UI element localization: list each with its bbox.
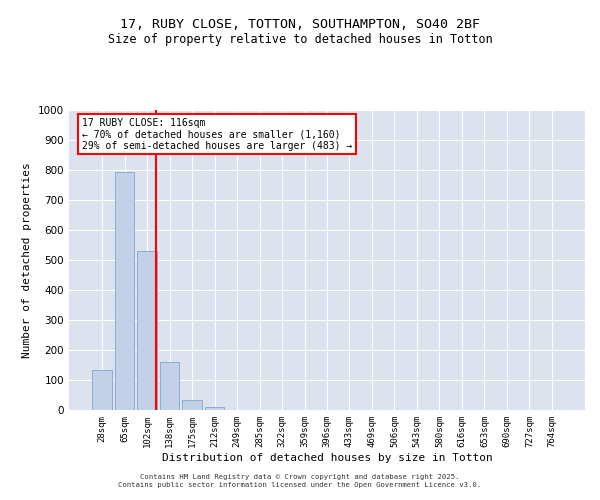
Bar bbox=[137, 251, 157, 410]
Bar bbox=[160, 362, 179, 410]
Bar bbox=[92, 370, 112, 410]
Bar bbox=[182, 400, 202, 410]
Y-axis label: Number of detached properties: Number of detached properties bbox=[22, 162, 32, 358]
Bar bbox=[115, 172, 134, 410]
Text: Size of property relative to detached houses in Totton: Size of property relative to detached ho… bbox=[107, 32, 493, 46]
Text: 17 RUBY CLOSE: 116sqm
← 70% of detached houses are smaller (1,160)
29% of semi-d: 17 RUBY CLOSE: 116sqm ← 70% of detached … bbox=[82, 118, 352, 150]
X-axis label: Distribution of detached houses by size in Totton: Distribution of detached houses by size … bbox=[161, 452, 493, 462]
Text: Contains HM Land Registry data © Crown copyright and database right 2025.
Contai: Contains HM Land Registry data © Crown c… bbox=[118, 474, 482, 488]
Text: 17, RUBY CLOSE, TOTTON, SOUTHAMPTON, SO40 2BF: 17, RUBY CLOSE, TOTTON, SOUTHAMPTON, SO4… bbox=[120, 18, 480, 30]
Bar bbox=[205, 407, 224, 410]
